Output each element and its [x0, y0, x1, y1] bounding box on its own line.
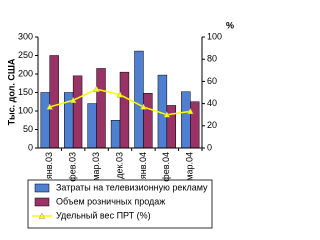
legend-swatch [34, 183, 50, 193]
bar [49, 55, 59, 149]
line-marker [69, 96, 77, 104]
bar [190, 101, 200, 149]
legend-swatch [34, 197, 50, 207]
line-marker [116, 91, 124, 98]
x-tick-label: фев.03 [68, 152, 78, 182]
legend-label: Удельный вес ПРТ (%) [56, 210, 151, 220]
bar [119, 71, 130, 149]
line-marker [46, 103, 54, 110]
y-tick-label: 250 [18, 50, 33, 60]
line-marker [163, 111, 171, 118]
bar [110, 120, 121, 149]
y-tick-label: 150 [18, 87, 33, 97]
y-tick-label: 200 [18, 68, 33, 78]
x-tick-label: мар.03 [91, 152, 101, 181]
y-tick-label: 300 [18, 31, 33, 41]
chart: Тыс. дол. США % 0 50 100 150 200 250 300 0 20 40 6… [6, 20, 234, 229]
line-marker [93, 85, 100, 92]
x-tick-label: янв.03 [44, 152, 54, 179]
x-tick-label: фев.04 [161, 152, 171, 182]
y-axis-label: Тыс. дол. США [6, 58, 16, 125]
x-tick-label: дек.03 [114, 152, 124, 179]
bar [72, 75, 83, 149]
y2-axis-label: % [226, 20, 234, 30]
y2-tick-label: 0 [207, 142, 212, 152]
y-tick-label: 0 [28, 142, 33, 152]
line-marker [140, 103, 147, 110]
bar [143, 92, 153, 149]
bar [134, 50, 144, 149]
y2-tick-label: 60 [207, 76, 217, 86]
y-tick-label: 50 [23, 124, 33, 134]
y2-tick-label: 40 [207, 98, 217, 108]
bar [166, 105, 177, 149]
legend-label: Объем розничных продаж [56, 196, 165, 206]
legend-marker [38, 212, 46, 219]
legend-label: Затраты на телевизионную рекламу [56, 182, 208, 192]
page: {"chart_data": {"type": "bar-line", "yla… [6, 20, 235, 229]
line-marker [186, 107, 194, 115]
bar [87, 103, 97, 149]
x-tick-label: мар.04 [185, 152, 195, 181]
bar [181, 91, 191, 149]
bar [96, 68, 106, 149]
y2-tick-label: 20 [207, 120, 217, 130]
bar [40, 92, 50, 149]
y2-tick-label: 80 [207, 54, 217, 64]
x-tick-label: янв.04 [138, 152, 148, 179]
legend-box [27, 179, 213, 229]
y2-tick-label: 100 [207, 31, 222, 41]
y-tick-label: 100 [18, 105, 33, 115]
